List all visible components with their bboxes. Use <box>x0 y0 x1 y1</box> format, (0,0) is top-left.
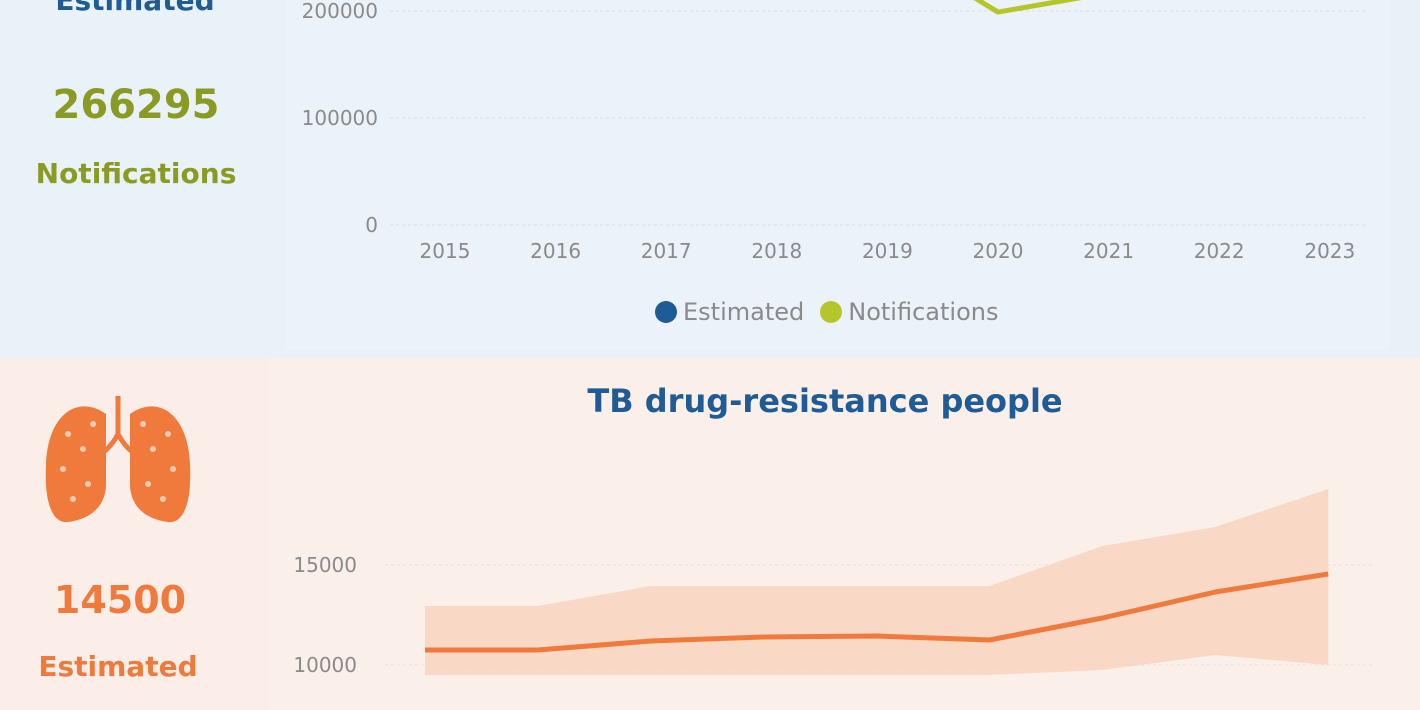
stats-sidebar: 14500 Estimated <box>0 358 270 710</box>
lungs-icon <box>45 396 191 523</box>
x-tick-label: 2019 <box>862 239 913 263</box>
uncertainty-band <box>425 489 1329 675</box>
y-tick-label: 10000 <box>293 653 357 677</box>
legend-notifications-marker <box>820 301 843 323</box>
x-tick-label: 2017 <box>641 239 692 263</box>
estimate-line <box>425 571 1329 653</box>
x-tick-label: 2020 <box>973 239 1024 263</box>
estimated-value: 14500 <box>53 578 187 622</box>
drug-resistance-section: 14500 Estimated TB drug-resistance peopl… <box>0 358 1420 710</box>
legend-estimated-marker <box>655 301 677 323</box>
y-tick-label: 15000 <box>293 553 357 577</box>
series-line-notifications <box>973 0 1082 15</box>
y-tick-label: 200000 <box>302 0 378 23</box>
x-tick-label: 2023 <box>1304 239 1355 263</box>
x-tick-label: 2016 <box>530 239 581 263</box>
notifications-label: Notifications <box>35 157 237 190</box>
legend-estimated[interactable]: Estimated <box>683 298 805 326</box>
tb-cases-section: Estimated 266295 Notifications 0 100000 20… <box>0 0 1420 358</box>
drug-resistance-area-chart: 10000 15000 <box>293 489 1375 677</box>
cases-line-chart: 0 100000 200000 2015 2016 2017 2018 2019 2020 202… <box>302 0 1365 263</box>
cases-chart-panel <box>285 0 1390 350</box>
x-tick-label: 2018 <box>751 239 802 263</box>
estimated-label: Estimated <box>55 0 215 17</box>
y-tick-label: 100000 <box>302 106 378 130</box>
chart-title: TB drug-resistance people <box>587 382 1063 420</box>
notifications-value: 266295 <box>52 82 220 128</box>
x-tick-label: 2015 <box>420 239 471 263</box>
x-tick-label: 2021 <box>1083 239 1134 263</box>
y-tick-label: 0 <box>365 213 378 237</box>
x-tick-label: 2022 <box>1194 239 1245 263</box>
chart-legend: Estimated Notifications <box>655 298 998 326</box>
stats-sidebar: Estimated 266295 Notifications <box>0 0 280 358</box>
legend-notifications[interactable]: Notifications <box>848 298 999 326</box>
estimated-label: Estimated <box>38 650 198 683</box>
